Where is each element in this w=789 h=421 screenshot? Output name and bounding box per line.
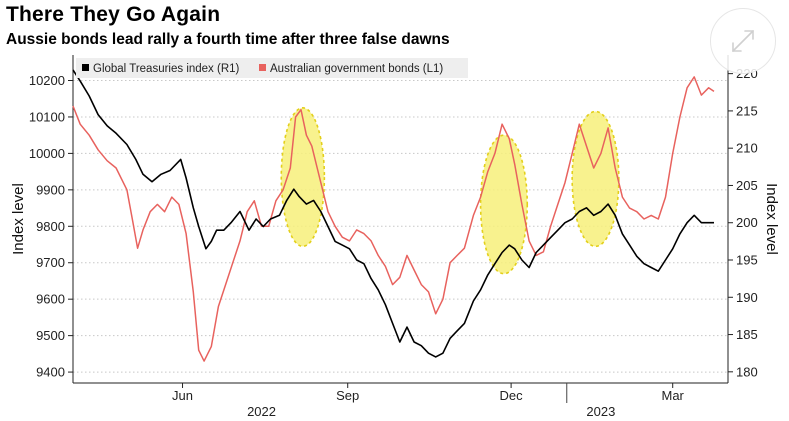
x-tick-label: Sep — [336, 388, 359, 403]
highlight-ellipse — [571, 110, 620, 248]
y-right-label: Index level — [763, 183, 780, 255]
y-right-tick-label: 210 — [736, 141, 758, 156]
legend-label: Global Treasuries index (R1) — [93, 63, 240, 75]
y-left-tick-label: 10000 — [29, 146, 65, 161]
y-left-tick-label: 9800 — [36, 219, 65, 234]
legend-swatch — [259, 64, 266, 71]
highlight-ellipse — [280, 107, 326, 248]
highlight-ellipse — [479, 134, 529, 275]
y-left-label: Index level — [10, 183, 27, 255]
series-line-global-treasuries — [72, 69, 714, 358]
chart-title: There They Go Again — [6, 3, 221, 26]
x-tick-label: Jun — [172, 388, 193, 403]
y-left-tick-label: 9400 — [36, 365, 65, 380]
chart-subtitle: Aussie bonds lead rally a fourth time af… — [6, 31, 450, 48]
x-year-label: 2022 — [247, 404, 276, 419]
y-right-tick-label: 195 — [736, 253, 758, 268]
legend-swatch — [82, 64, 89, 71]
y-right-tick-label: 190 — [736, 290, 758, 305]
x-year-label: 2023 — [586, 404, 615, 419]
y-left-tick-label: 10200 — [29, 73, 65, 88]
legend-label: Australian government bonds (L1) — [270, 63, 443, 75]
expand-button[interactable] — [710, 8, 776, 74]
y-left-tick-label: 10100 — [29, 109, 65, 124]
y-right-tick-label: 185 — [736, 327, 758, 342]
y-left-tick-label: 9500 — [36, 328, 65, 343]
y-right-tick-label: 205 — [736, 178, 758, 193]
expand-arrows-icon — [732, 30, 754, 52]
legend-box — [76, 58, 468, 78]
x-tick-label: Mar — [662, 388, 685, 403]
y-left-tick-label: 9600 — [36, 292, 65, 307]
series-line-australian-bonds — [72, 76, 715, 362]
y-right-tick-label: 215 — [736, 103, 758, 118]
y-left-tick-label: 9700 — [36, 255, 65, 270]
y-right-tick-label: 200 — [736, 215, 758, 230]
y-left-tick-label: 9900 — [36, 182, 65, 197]
y-right-tick-label: 180 — [736, 364, 758, 379]
x-tick-label: Dec — [500, 388, 524, 403]
